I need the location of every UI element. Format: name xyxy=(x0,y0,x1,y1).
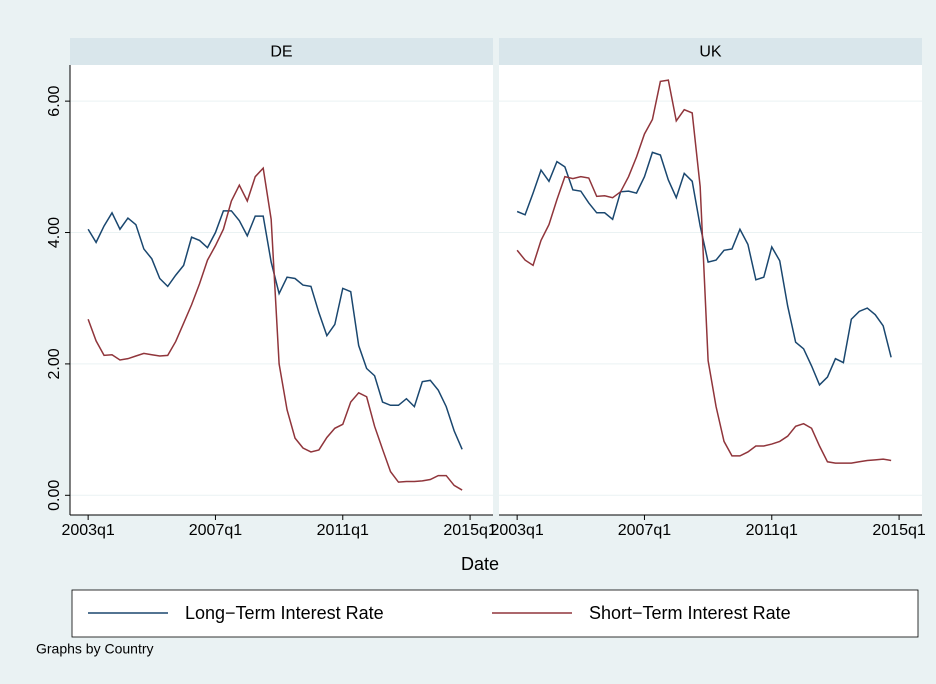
note: Graphs by Country xyxy=(36,641,154,657)
x-tick-label: 2015q1 xyxy=(872,522,925,539)
plot-area xyxy=(499,65,922,515)
y-tick-label: 0.00 xyxy=(46,480,63,511)
x-tick-label: 2015q1 xyxy=(443,522,496,539)
x-tick-label: 2011q1 xyxy=(317,522,369,539)
line-series xyxy=(516,79,892,464)
line-series xyxy=(87,210,463,450)
x-tick-label: 2003q1 xyxy=(61,522,114,539)
y-tick-label: 6.00 xyxy=(46,85,63,116)
panel-title: DE xyxy=(270,44,292,61)
x-tick-label: 2003q1 xyxy=(490,522,543,539)
panel-header xyxy=(70,38,493,65)
x-tick-label: 2011q1 xyxy=(746,522,798,539)
y-tick-label: 2.00 xyxy=(46,348,63,379)
x-tick-label: 2007q1 xyxy=(618,522,671,539)
line-series xyxy=(516,151,892,387)
panel-header xyxy=(499,38,922,65)
x-axis-title: Date xyxy=(461,554,499,574)
panel-title: UK xyxy=(699,44,722,61)
line-series xyxy=(87,166,463,491)
legend-label: Long−Term Interest Rate xyxy=(185,603,384,623)
x-tick-label: 2007q1 xyxy=(189,522,242,539)
legend-label: Short−Term Interest Rate xyxy=(589,603,791,623)
y-tick-label: 4.00 xyxy=(46,217,63,248)
